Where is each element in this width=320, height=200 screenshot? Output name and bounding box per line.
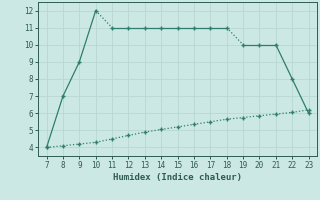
X-axis label: Humidex (Indice chaleur): Humidex (Indice chaleur) [113, 173, 242, 182]
